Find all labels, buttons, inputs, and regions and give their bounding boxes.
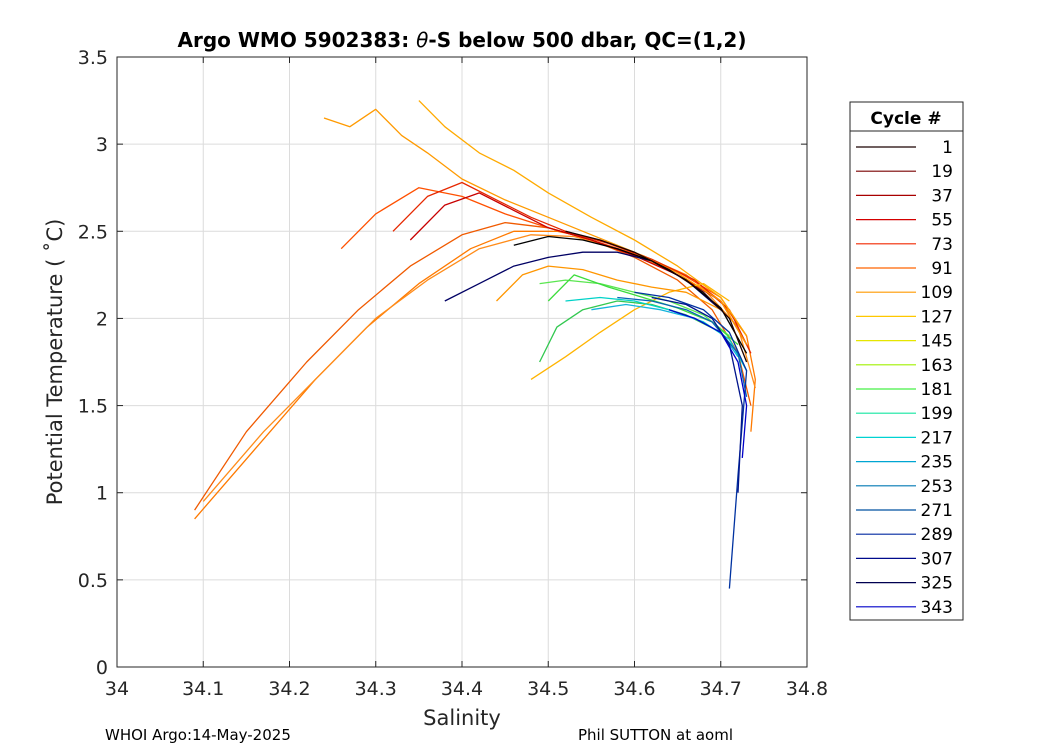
y-axis-ticks: 0 0.5 1 1.5 2 2.5 3 3.5 [78, 47, 807, 679]
y-tick-label: 1.5 [78, 396, 108, 418]
series-line-2 [202, 234, 756, 502]
y-tick-label: 0 [96, 657, 108, 679]
legend-label-37: 37 [931, 186, 953, 206]
series-layer [194, 100, 756, 589]
legend-label-127: 127 [921, 307, 953, 327]
legend-entries: 1 19 37 55 73 91 109 127 145 163 181 199 217 235 253 27… [856, 138, 953, 618]
y-tick-label: 0.5 [78, 570, 108, 592]
series-line-1 [194, 221, 752, 511]
y-tick-label: 2.5 [78, 221, 108, 243]
legend-label-271: 271 [921, 501, 953, 521]
legend-label-343: 343 [921, 598, 953, 618]
legend-label-55: 55 [931, 211, 953, 231]
series-line-15 [617, 296, 748, 398]
legend-label-253: 253 [921, 477, 953, 497]
legend-label-91: 91 [931, 259, 953, 279]
legend-label-235: 235 [921, 453, 953, 473]
legend-label-19: 19 [931, 162, 953, 182]
legend-label-307: 307 [921, 549, 953, 569]
footer-right-note: Phil SUTTON at aoml [578, 726, 734, 744]
series-line-8 [530, 282, 730, 380]
x-tick-label: 34.7 [700, 678, 742, 700]
legend-label-289: 289 [921, 525, 953, 545]
x-tick-label: 34.3 [355, 678, 397, 700]
chart-title: Argo WMO 5902383: θ-S below 500 dbar, QC… [178, 28, 747, 52]
y-tick-label: 1 [96, 483, 108, 505]
footer-left-note: WHOI Argo:14-May-2025 [105, 726, 291, 744]
series-line-18 [668, 309, 748, 458]
legend-label-145: 145 [921, 332, 953, 352]
series-line-21 [565, 230, 748, 363]
legend: Cycle # 1 19 37 55 73 91 109 127 145 163 181 199 217… [849, 101, 964, 621]
series-line-17 [651, 296, 743, 493]
x-tick-label: 34.4 [441, 678, 483, 700]
legend-label-109: 109 [921, 283, 953, 303]
legend-label-181: 181 [921, 380, 953, 400]
legend-label-217: 217 [921, 428, 953, 448]
series-line-16 [634, 291, 748, 589]
x-tick-label: 34.6 [613, 678, 655, 700]
series-line-7 [418, 100, 748, 337]
x-tick-label: 34.5 [527, 678, 569, 700]
legend-label-1: 1 [942, 138, 953, 158]
legend-label-163: 163 [921, 356, 953, 376]
x-tick-label: 34 [105, 678, 129, 700]
legend-title: Cycle # [870, 109, 941, 129]
legend-label-325: 325 [921, 574, 953, 594]
y-tick-label: 3 [96, 134, 108, 156]
x-axis-ticks: 34 34.1 34.2 34.3 34.4 34.5 34.6 34.7 34.8 [105, 57, 828, 700]
x-tick-label: 34.2 [268, 678, 310, 700]
y-axis-label: Potential Temperature ( ˚C) [43, 219, 67, 506]
legend-label-73: 73 [931, 235, 953, 255]
series-line-6 [323, 108, 748, 345]
x-tick-label: 34.8 [786, 678, 828, 700]
x-axis-label: Salinity [423, 706, 501, 730]
series-line-5 [409, 192, 748, 345]
y-tick-label: 3.5 [78, 47, 108, 69]
series-line-9 [496, 265, 722, 311]
y-tick-label: 2 [96, 308, 108, 330]
legend-label-199: 199 [921, 404, 953, 424]
x-tick-label: 34.1 [182, 678, 224, 700]
